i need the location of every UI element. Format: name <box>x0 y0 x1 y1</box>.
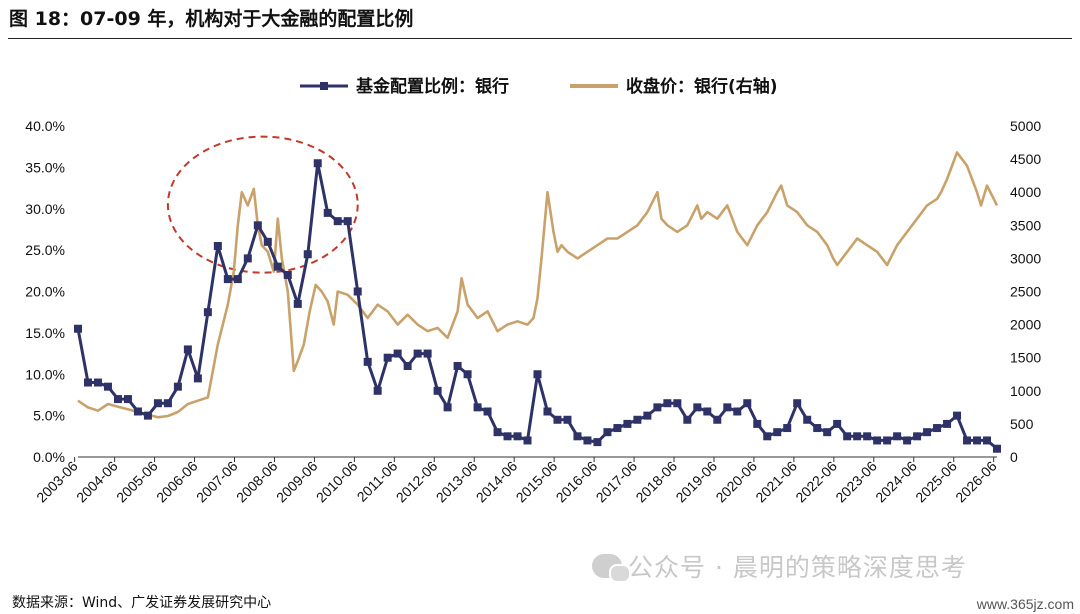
y-right-tick-label: 1500 <box>1010 350 1041 366</box>
y-left-tick-label: 15.0% <box>25 325 65 341</box>
x-tick-label: 2014-06 <box>473 458 521 506</box>
y-right-tick-label: 1000 <box>1010 383 1041 399</box>
watermark: 公众号 · 晨明的策略深度思考 <box>592 548 967 584</box>
x-tick-label: 2019-06 <box>672 458 720 506</box>
site-watermark: www.365jz.com <box>976 596 1074 612</box>
x-tick-label: 2005-06 <box>113 458 161 506</box>
x-tick-label: 2016-06 <box>553 458 601 506</box>
x-tick-label: 2015-06 <box>513 458 561 506</box>
y-left-tick-label: 5.0% <box>33 408 65 424</box>
x-tick-label: 2023-06 <box>832 458 880 506</box>
x-tick-label: 2022-06 <box>792 458 840 506</box>
y-right-tick-label: 0 <box>1010 449 1018 465</box>
y-left-tick-label: 0.0% <box>33 449 65 465</box>
x-tick-label: 2013-06 <box>433 458 481 506</box>
chart-legend: 基金配置比例：银行 收盘价：银行(右轴) <box>300 76 778 97</box>
source-note: 数据来源：Wind、广发证券发展研究中心 <box>12 595 272 611</box>
annotation-layer <box>166 135 359 274</box>
x-tick-label: 2017-06 <box>593 458 641 506</box>
y-right-tick-label: 3500 <box>1010 217 1041 233</box>
x-tick-label: 2018-06 <box>632 458 680 506</box>
legend-label-2: 收盘价：银行(右轴) <box>626 76 778 97</box>
x-tick-label: 2026-06 <box>952 458 1000 506</box>
x-tick-label: 2006-06 <box>153 458 201 506</box>
series-line-2 <box>77 151 999 419</box>
y-left-tick-label: 20.0% <box>25 284 65 300</box>
x-tick-label: 2008-06 <box>233 458 281 506</box>
y-left-tick-label: 35.0% <box>25 159 65 175</box>
y-right-tick-label: 4500 <box>1010 151 1041 167</box>
title-rule <box>8 38 1072 39</box>
dashed-highlight-ellipse <box>166 135 359 274</box>
watermark-text: 公众号 · 晨明的策略深度思考 <box>628 553 967 582</box>
y-right-tick-label: 2000 <box>1010 317 1041 333</box>
y-right-tick-label: 5000 <box>1010 118 1041 134</box>
y-right-tick-label: 500 <box>1010 416 1034 432</box>
x-tick-label: 2011-06 <box>354 458 401 505</box>
y-left-tick-label: 25.0% <box>25 242 65 258</box>
x-tick-label: 2012-06 <box>393 458 441 506</box>
series-1-point <box>993 444 1001 453</box>
x-tick-label: 2004-06 <box>73 458 121 506</box>
legend-label-1: 基金配置比例：银行 <box>355 76 509 97</box>
y-right-tick-label: 3000 <box>1010 250 1041 266</box>
x-tick-label: 2025-06 <box>912 458 960 506</box>
x-tick-label: 2007-06 <box>193 458 241 506</box>
y-left-tick-label: 30.0% <box>25 201 65 217</box>
wechat-icon <box>592 554 631 583</box>
x-tick-label: 2020-06 <box>712 458 760 506</box>
figure-title: 图 18：07-09 年，机构对于大金融的配置比例 <box>9 8 414 30</box>
x-tick-label: 2021-06 <box>752 458 800 506</box>
series-line-1 <box>76 161 998 450</box>
y-right-tick-label: 4000 <box>1010 184 1041 200</box>
x-tick-label: 2024-06 <box>872 458 920 506</box>
legend-marker-1 <box>320 82 328 90</box>
y-left-tick-label: 10.0% <box>25 366 65 382</box>
series-layer <box>74 151 1001 453</box>
x-tick-label: 2010-06 <box>313 458 361 506</box>
x-tick-label: 2009-06 <box>273 458 321 506</box>
y-left-tick-label: 40.0% <box>25 118 65 134</box>
y-right-tick-label: 2500 <box>1010 284 1041 300</box>
